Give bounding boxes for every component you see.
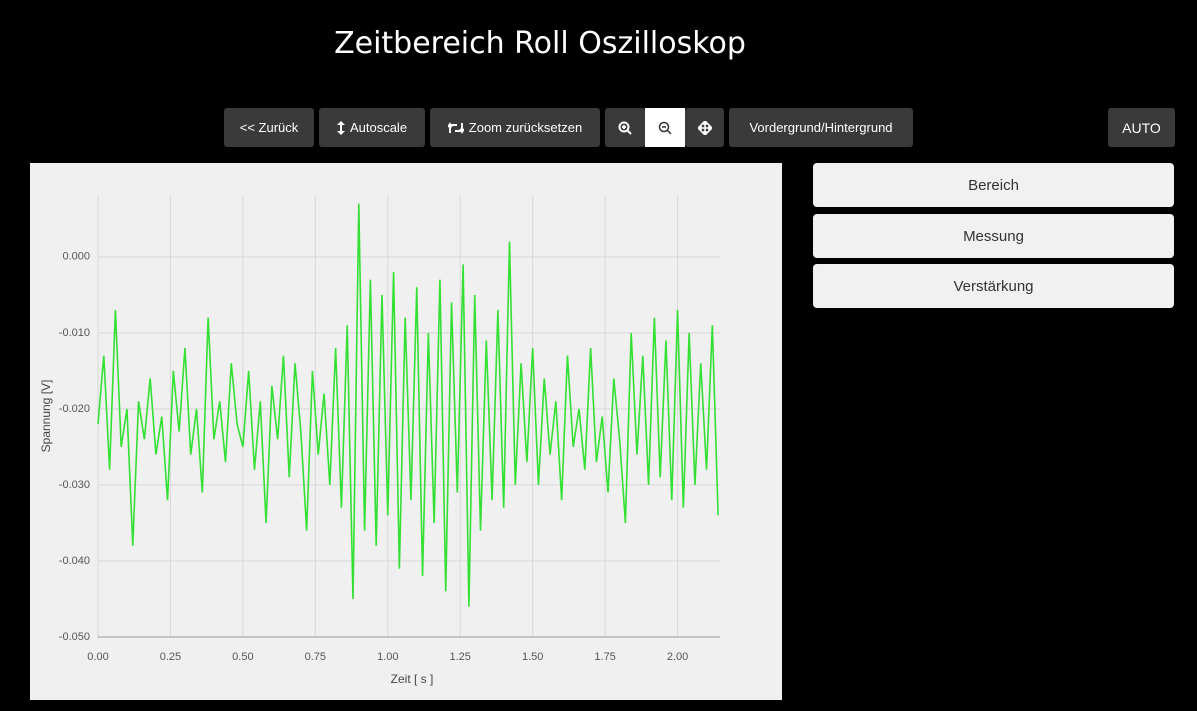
chart: Spannung [V] Zeit [ s ] 0.000 -0.010 -0.02… xyxy=(39,196,720,686)
y-tick-label: -0.040 xyxy=(59,555,90,567)
y-tick-label: -0.020 xyxy=(59,403,90,415)
auto-button[interactable]: AUTO xyxy=(1108,108,1175,147)
chart-panel: Spannung [V] Zeit [ s ] 0.000 -0.010 -0.02… xyxy=(30,163,782,700)
pan-button[interactable] xyxy=(685,108,724,147)
x-tick-label: 1.25 xyxy=(450,651,471,663)
button-label: << Zurück xyxy=(239,120,299,135)
x-tick-label: 0.50 xyxy=(232,651,253,663)
x-tick-label: 0.00 xyxy=(87,651,108,663)
x-tick-label: 1.50 xyxy=(522,651,543,663)
button-label: AUTO xyxy=(1122,119,1161,136)
layer-button[interactable]: Vordergrund/Hintergrund xyxy=(729,108,913,147)
autoscale-button[interactable]: Autoscale xyxy=(319,108,425,147)
y-axis-title: Spannung [V] xyxy=(39,380,53,453)
y-tick-label: -0.050 xyxy=(59,631,90,643)
back-button[interactable]: << Zurück xyxy=(224,108,314,147)
icon xyxy=(697,120,712,135)
zoom-out-button[interactable] xyxy=(645,108,685,147)
side-item[interactable]: Verstärkung xyxy=(813,264,1174,308)
side-item[interactable]: Bereich xyxy=(813,163,1174,207)
side-item[interactable]: Messung xyxy=(813,214,1174,258)
icon xyxy=(336,120,345,135)
x-tick-label: 0.75 xyxy=(305,651,326,663)
button-label: Zoom zurücksetzen xyxy=(468,120,583,135)
y-tick-label: 0.000 xyxy=(62,251,90,263)
x-tick-label: 1.75 xyxy=(594,651,615,663)
x-axis-title: Zeit [ s ] xyxy=(391,672,434,686)
x-tick-label: 0.25 xyxy=(160,651,181,663)
button-label: Autoscale xyxy=(349,120,408,135)
page-title: Zeitbereich Roll Oszilloskop xyxy=(334,26,746,61)
icon xyxy=(658,121,672,135)
icon xyxy=(618,121,632,135)
y-tick-label: -0.010 xyxy=(59,327,90,339)
button-label: Vordergrund/Hintergrund xyxy=(749,120,893,135)
zoom-in-button[interactable] xyxy=(605,108,645,147)
y-tick-label: -0.030 xyxy=(59,479,90,491)
x-tick-label: 2.00 xyxy=(667,651,688,663)
icon xyxy=(447,121,464,134)
reset-zoom-button[interactable]: Zoom zurücksetzen xyxy=(430,108,600,147)
data-line xyxy=(97,203,719,607)
x-tick-label: 1.00 xyxy=(377,651,398,663)
